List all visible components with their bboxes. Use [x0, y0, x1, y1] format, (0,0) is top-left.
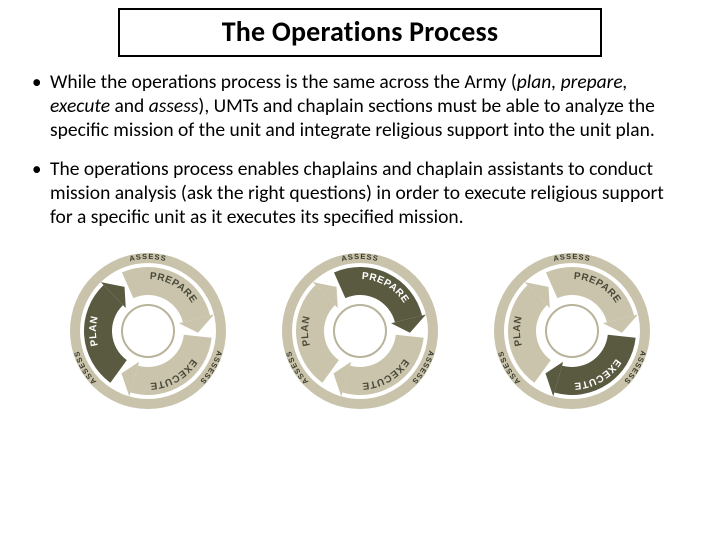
page-title: The Operations Process: [128, 14, 592, 49]
ops-wheel-prepare: ASSESSASSESSASSESSPLANPREPAREEXECUTE: [275, 246, 445, 416]
ops-wheel-execute: ASSESSASSESSASSESSPLANPREPAREEXECUTE: [487, 246, 657, 416]
bullet-1: While the operations process is the same…: [28, 71, 690, 142]
bullet-1-mid: and: [114, 94, 148, 118]
diagram-row: ASSESSASSESSASSESSPLANPREPAREEXECUTE ASS…: [24, 246, 696, 416]
title-box: The Operations Process: [118, 8, 602, 57]
slide: The Operations Process While the operati…: [0, 0, 720, 540]
bullet-1-ital2: assess: [149, 94, 199, 118]
bullet-list: While the operations process is the same…: [24, 71, 696, 230]
ops-wheel-plan: ASSESSASSESSASSESSPLANPREPAREEXECUTE: [63, 246, 233, 416]
bullet-2-text: The operations process enables chaplains…: [50, 157, 664, 229]
bullet-1-pre: While the operations process is the same…: [50, 70, 517, 94]
bullet-2: The operations process enables chaplains…: [28, 158, 690, 229]
